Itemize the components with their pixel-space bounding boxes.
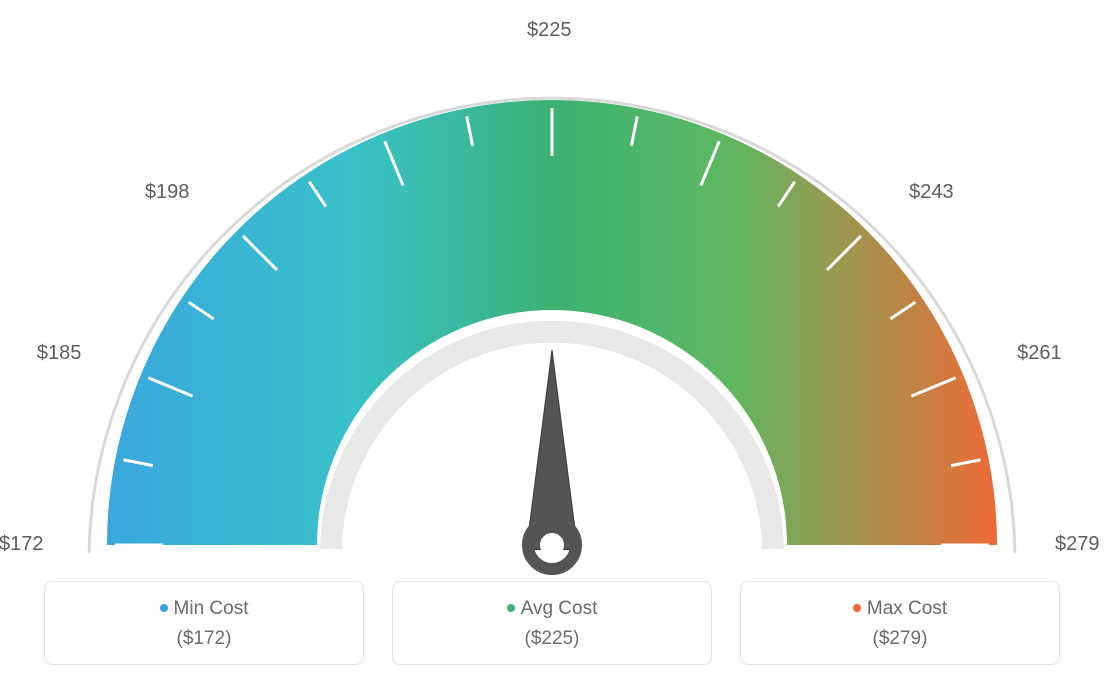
scale-label: $172 bbox=[0, 533, 44, 556]
legend-title-min: Min Cost bbox=[45, 598, 363, 620]
legend-label: Avg Cost bbox=[521, 598, 598, 619]
scale-label: $198 bbox=[145, 181, 190, 204]
gauge-chart: $172 $185 $198 $225 $243 $261 $279 bbox=[0, 0, 1104, 570]
scale-label: $185 bbox=[37, 342, 82, 365]
legend-value-avg: ($225) bbox=[393, 628, 711, 650]
legend-label: Max Cost bbox=[867, 598, 947, 619]
gauge-svg bbox=[0, 10, 1104, 580]
legend-card-max: Max Cost ($279) bbox=[740, 581, 1060, 665]
legend-card-min: Min Cost ($172) bbox=[44, 581, 364, 665]
scale-label: $261 bbox=[1017, 342, 1062, 365]
legend-row: Min Cost ($172) Avg Cost ($225) Max Cost… bbox=[0, 581, 1104, 665]
legend-value-min: ($172) bbox=[45, 628, 363, 650]
dot-icon bbox=[160, 604, 168, 612]
scale-label: $225 bbox=[527, 19, 572, 42]
legend-value-max: ($279) bbox=[741, 628, 1059, 650]
legend-card-avg: Avg Cost ($225) bbox=[392, 581, 712, 665]
legend-title-max: Max Cost bbox=[741, 598, 1059, 620]
legend-label: Min Cost bbox=[174, 598, 249, 619]
scale-label: $243 bbox=[909, 181, 954, 204]
dot-icon bbox=[853, 604, 861, 612]
dot-icon bbox=[507, 604, 515, 612]
scale-label: $279 bbox=[1055, 533, 1100, 556]
legend-title-avg: Avg Cost bbox=[393, 598, 711, 620]
